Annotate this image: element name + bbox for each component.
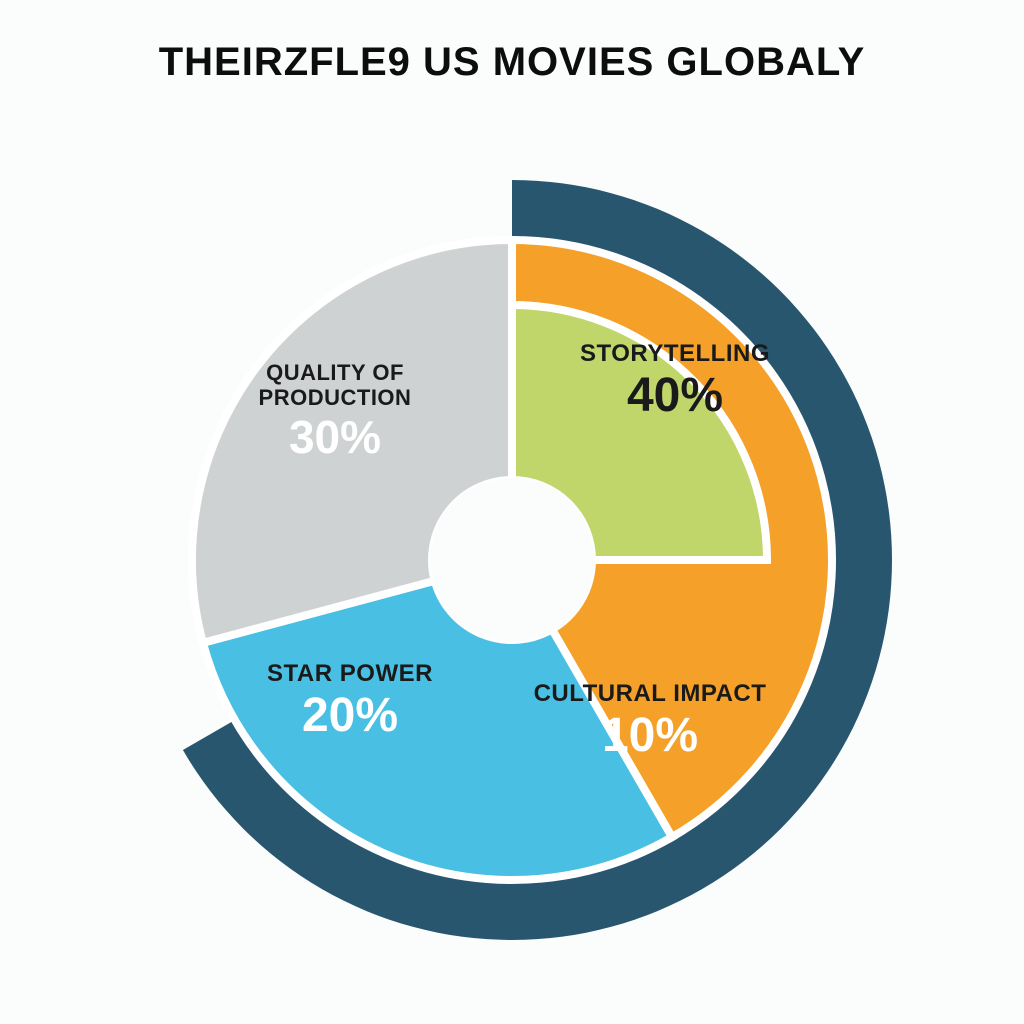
chart-title: THEIRZFLE9 US MOVIES GLOBALY [0,40,1024,85]
donut-hole [430,478,594,642]
donut-chart [112,160,912,960]
